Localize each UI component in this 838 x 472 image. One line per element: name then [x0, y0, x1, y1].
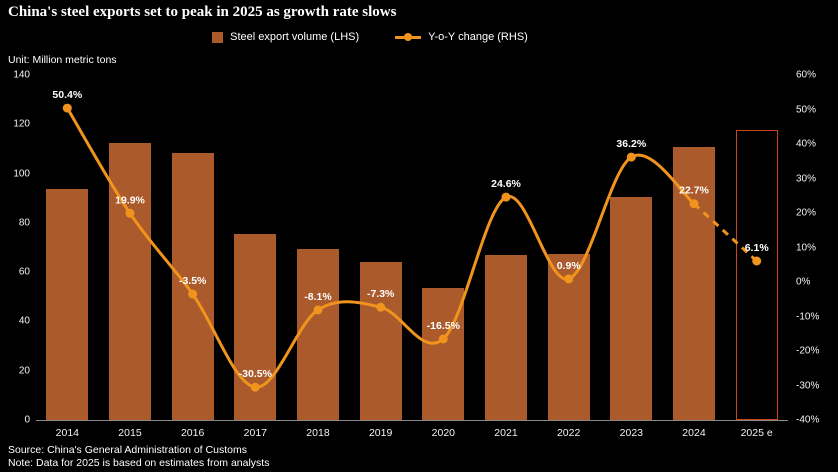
- bar-2021: [485, 255, 527, 420]
- yoy-point-2014: [62, 103, 72, 113]
- right-axis-tick: -20%: [796, 345, 820, 357]
- yoy-point-2023: [626, 152, 636, 162]
- yoy-label-2022: 0.9%: [557, 260, 582, 272]
- yoy-point-2020: [438, 334, 448, 344]
- x-axis-label-2014: 2014: [55, 427, 79, 439]
- yoy-label-2021: 24.6%: [491, 178, 521, 190]
- x-axis-label-2021: 2021: [494, 427, 518, 439]
- unit-label: Unit: Million metric tons: [8, 54, 117, 66]
- right-axis-tick: 60%: [796, 69, 817, 81]
- bar-2025-e: [735, 130, 778, 420]
- legend-yoy-label: Y-o-Y change (RHS): [428, 31, 528, 43]
- right-axis-tick: -10%: [796, 311, 820, 322]
- yoy-line-forecast-dashed: [692, 202, 758, 263]
- right-axis-tick: 10%: [796, 242, 817, 253]
- legend-line-swatch-icon: [395, 31, 422, 43]
- right-axis-tick: -30%: [796, 380, 820, 391]
- yoy-point-2021: [501, 192, 511, 202]
- left-axis-tick: 0: [24, 414, 30, 426]
- right-axis-tick: -40%: [796, 414, 820, 426]
- bar-2020: [422, 287, 465, 420]
- yoy-point-2022: [564, 274, 574, 284]
- bar-2023: [610, 197, 653, 420]
- yoy-label-2020: -16.5%: [427, 320, 461, 332]
- x-axis-label-2025-e: 2025 e: [740, 427, 773, 439]
- x-axis-label-2020: 2020: [431, 427, 455, 439]
- bar-2018: [297, 249, 339, 420]
- x-axis-label-2018: 2018: [306, 427, 330, 439]
- right-axis-tick: 50%: [796, 104, 817, 115]
- yoy-line: [65, 106, 696, 389]
- right-axis-tick: 0%: [796, 276, 811, 288]
- left-axis-tick: 140: [13, 69, 30, 81]
- legend-volume-label: Steel export volume (LHS): [230, 31, 360, 43]
- plot-area: 50.4% 19.9% -3.5% -30.5% -8.1% -7.3% -16.5% 24.…: [36, 75, 788, 420]
- yoy-label-2016: -3.5%: [179, 275, 207, 287]
- left-axis-tick: 20: [18, 365, 30, 377]
- legend-bar-swatch-icon: [212, 31, 224, 43]
- yoy-label-2024: 22.7%: [679, 185, 709, 197]
- legend-item-volume: Steel export volume (LHS): [212, 31, 359, 43]
- bar-2019: [359, 261, 402, 420]
- note-label: Note: Data for 2025 is based on estimate…: [8, 457, 270, 469]
- right-axis-tick: 30%: [796, 173, 817, 184]
- yoy-label-2017: -30.5%: [239, 368, 273, 380]
- x-axis-label-2022: 2022: [556, 427, 581, 439]
- yoy-label-2015: 19.9%: [115, 194, 145, 206]
- chart-title: China's steel exports set to peak in 202…: [8, 4, 397, 20]
- yoy-point-2024: [689, 199, 699, 209]
- left-axis-tick: 40: [18, 315, 30, 327]
- yoy-point-2018: [313, 305, 323, 315]
- legend-item-yoy: Y-o-Y change (RHS): [395, 31, 528, 43]
- legend-line-dot: [404, 33, 413, 41]
- yoy-point-2016: [188, 289, 198, 299]
- left-axis-tick: 120: [13, 118, 30, 130]
- yoy-point-2019: [376, 302, 386, 312]
- yoy-point-2025-e: [752, 256, 762, 266]
- yoy-label-2023: 36.2%: [616, 138, 646, 150]
- bar-2014: [46, 188, 89, 420]
- yoy-line-layer: 50.4% 19.9% -3.5% -30.5% -8.1% -7.3% -16.5% 24.…: [52, 89, 770, 392]
- yoy-label-2014: 50.4%: [52, 89, 82, 101]
- left-axis-tick: 60: [18, 266, 30, 278]
- legend: Steel export volume (LHS) Y-o-Y change (…: [0, 31, 740, 43]
- x-axis-label-2016: 2016: [180, 427, 205, 439]
- x-axis-label-2019: 2019: [368, 427, 393, 439]
- left-axis-tick: 100: [13, 168, 30, 180]
- x-axis-label-2017: 2017: [243, 427, 267, 439]
- yoy-label-2019: -7.3%: [367, 288, 395, 300]
- x-axis-label-2023: 2023: [619, 427, 643, 439]
- yoy-label-2018: -8.1%: [304, 291, 332, 303]
- right-axis-tick: 40%: [796, 138, 817, 150]
- yoy-point-2017: [250, 382, 260, 392]
- yoy-label-2025-e: 6.1%: [745, 242, 770, 254]
- bar-2024: [673, 147, 715, 420]
- yoy-point-2015: [125, 208, 135, 218]
- left-axis-tick: 80: [18, 217, 30, 229]
- x-axis-baseline: [36, 420, 788, 421]
- x-axis-label-2024: 2024: [682, 427, 706, 439]
- bar-2016: [171, 152, 214, 420]
- source-label: Source: China's General Administration o…: [8, 444, 247, 456]
- x-axis-label-2015: 2015: [118, 427, 142, 439]
- right-axis-tick: 20%: [796, 207, 817, 219]
